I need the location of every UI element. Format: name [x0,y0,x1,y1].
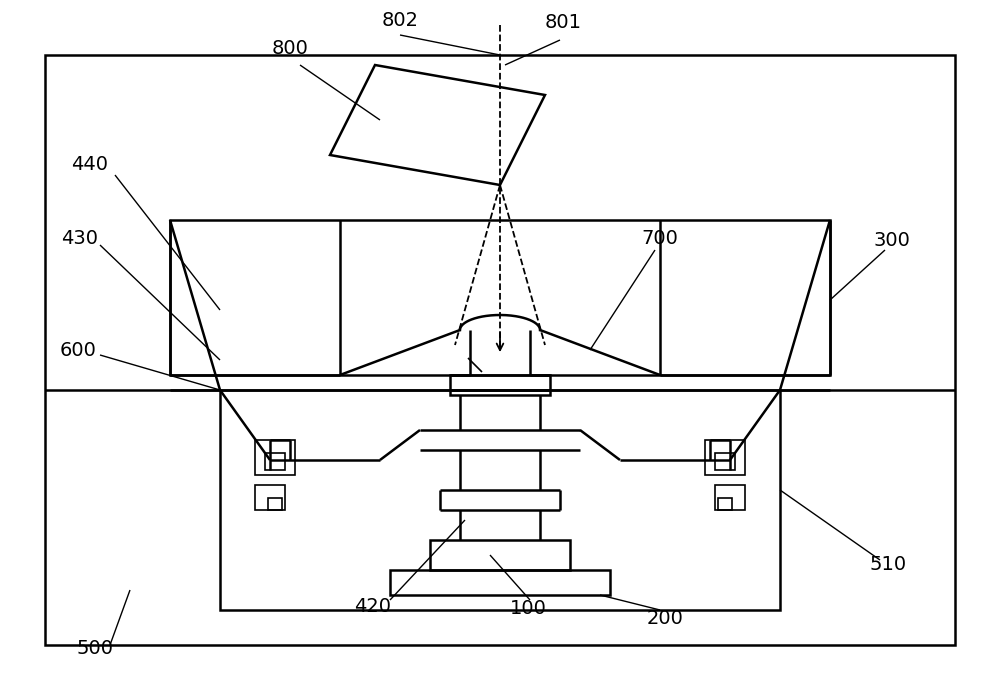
Text: 300: 300 [874,231,910,250]
Text: 510: 510 [869,556,907,574]
Text: 100: 100 [510,599,546,617]
Text: 600: 600 [60,340,96,359]
Bar [430,540,570,570]
Text: 500: 500 [76,638,114,657]
Bar [715,453,735,470]
Text: 801: 801 [544,14,582,33]
Text: 430: 430 [62,228,98,248]
Bar [255,485,285,510]
Text: 440: 440 [72,155,108,175]
Text: 802: 802 [382,10,418,29]
Bar [450,375,550,395]
Bar [705,440,745,475]
Bar [255,440,295,475]
Bar [718,498,732,510]
Text: 420: 420 [354,597,392,617]
Bar [390,570,610,595]
Text: 800: 800 [272,38,308,57]
Bar [268,498,282,510]
Bar [170,220,830,375]
Text: 200: 200 [647,608,683,627]
Bar [45,55,955,645]
Text: 700: 700 [642,228,678,248]
Bar [265,453,285,470]
Bar [220,390,780,610]
Bar [715,485,745,510]
